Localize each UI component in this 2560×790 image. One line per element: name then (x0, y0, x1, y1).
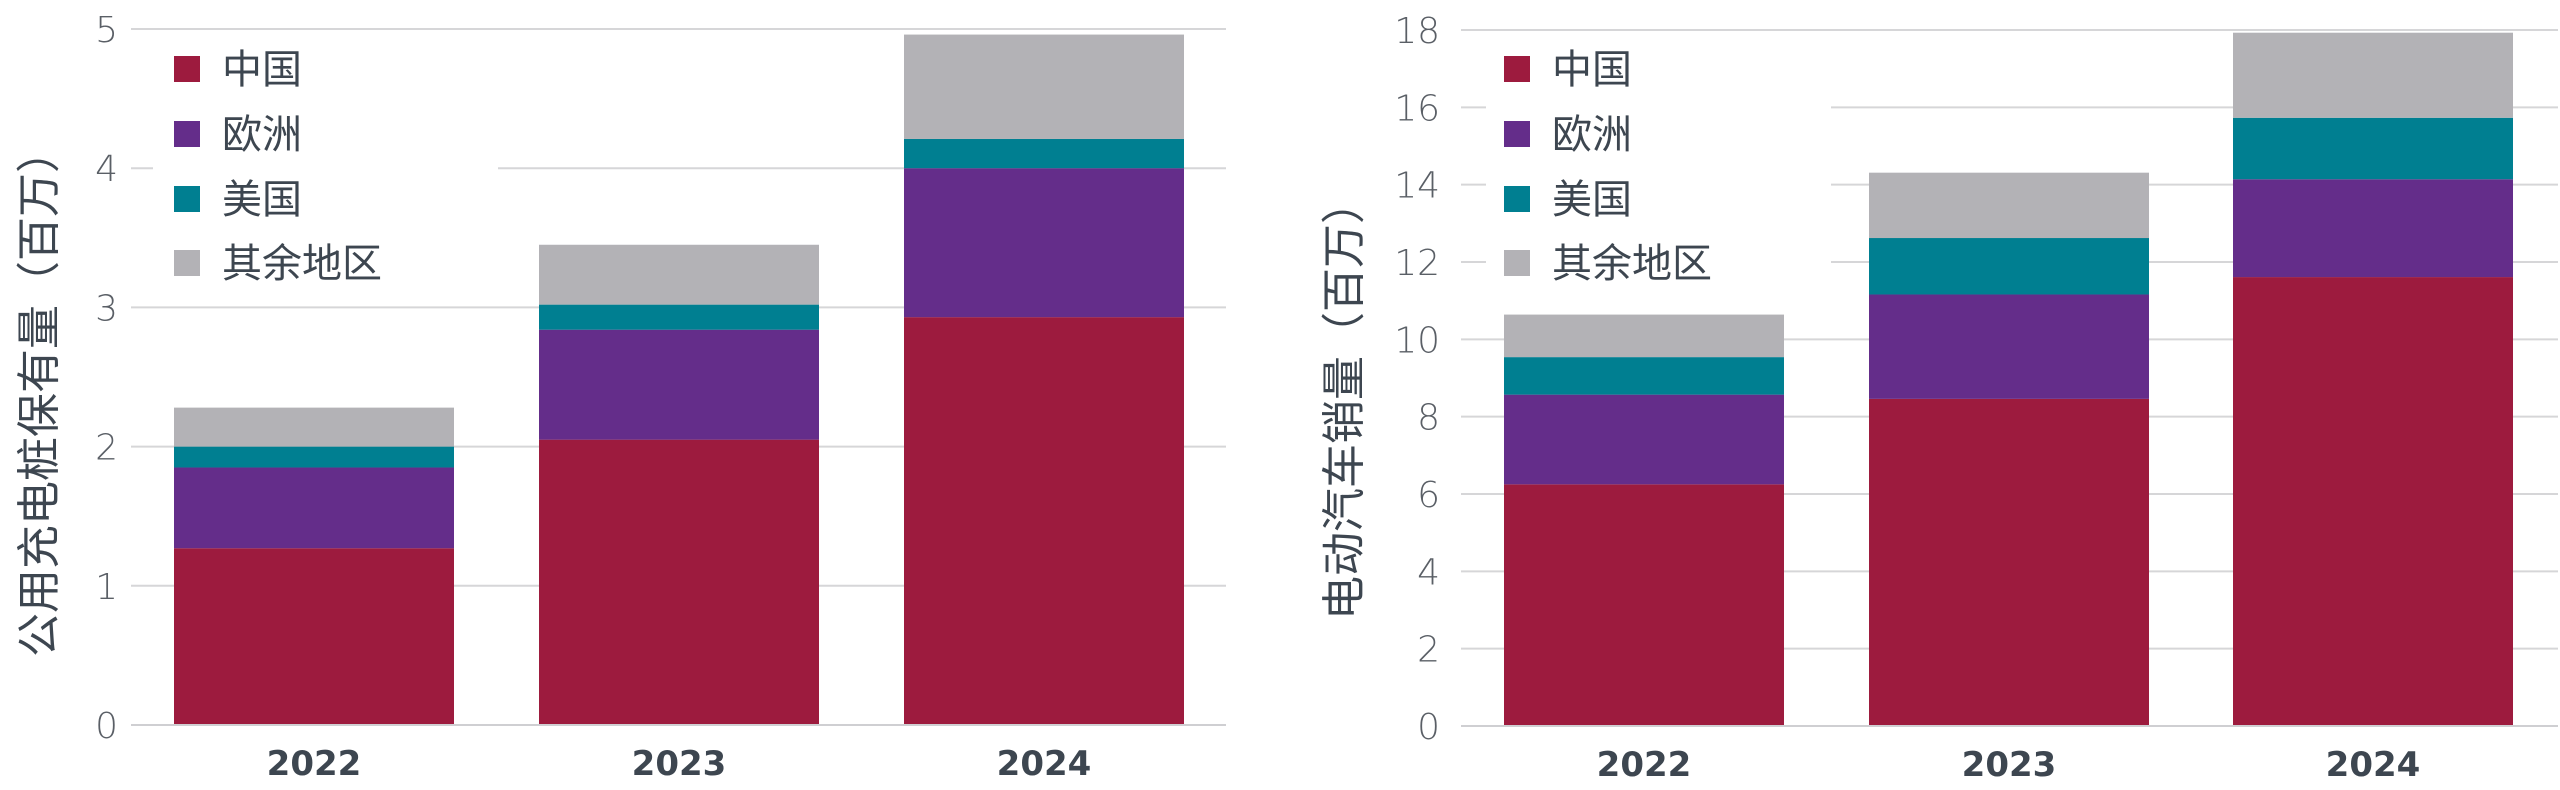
bar-segment-2022 (1504, 484, 1784, 726)
bar-segment-2024 (2233, 179, 2513, 278)
y-tick-label: 2 (1417, 630, 1440, 671)
bar-segment-2023 (539, 244, 819, 305)
y-axis-title: 电动汽车销量（百万） (1319, 180, 1370, 620)
y-tick-label: 0 (1417, 707, 1440, 748)
bar-segment-2024 (2233, 117, 2513, 180)
x-tick-label: 2023 (1962, 745, 2057, 785)
legend-label: 中国 (222, 47, 302, 93)
bar-segment-2024 (2233, 32, 2513, 118)
bar-segment-2024 (904, 168, 1184, 318)
bar-segment-2023 (1869, 398, 2149, 726)
legend-swatch (1504, 186, 1530, 212)
y-tick-label: 4 (1417, 552, 1440, 593)
legend-swatch (174, 121, 200, 147)
y-tick-label: 5 (95, 10, 118, 51)
bar-segment-2023 (539, 304, 819, 330)
bar-segment-2024 (904, 34, 1184, 139)
bar-segment-2023 (539, 439, 819, 725)
y-tick-label: 0 (95, 706, 118, 747)
bar-segment-2022 (1504, 357, 1784, 395)
legend-swatch (1504, 121, 1530, 147)
bar-segment-2022 (174, 548, 454, 725)
y-tick-label: 2 (95, 428, 118, 469)
y-tick-label: 3 (95, 288, 118, 329)
y-tick-label: 10 (1394, 320, 1440, 361)
legend-label: 其余地区 (222, 241, 382, 287)
x-tick-label: 2022 (1597, 745, 1692, 785)
legend-background (153, 40, 498, 290)
legend-label: 美国 (1552, 177, 1632, 223)
x-tick-label: 2024 (2326, 745, 2421, 785)
x-tick-label: 2022 (267, 744, 362, 784)
bar-segment-2024 (904, 138, 1184, 169)
legend-swatch (174, 250, 200, 276)
legend-background (1486, 40, 1831, 290)
x-tick-label: 2024 (997, 744, 1092, 784)
bar-segment-2022 (1504, 314, 1784, 358)
bar-segment-2022 (174, 446, 454, 468)
legend-label: 欧洲 (1552, 112, 1632, 158)
bar-segment-2024 (904, 317, 1184, 725)
bar-segment-2023 (1869, 238, 2149, 295)
legend-label: 中国 (1552, 47, 1632, 93)
y-tick-label: 8 (1417, 398, 1440, 439)
y-tick-label: 1 (95, 567, 118, 608)
bar-segment-2022 (174, 467, 454, 549)
legend-label: 美国 (222, 177, 302, 223)
bar-segment-2023 (539, 329, 819, 440)
bar-segment-2024 (2233, 277, 2513, 726)
y-tick-label: 12 (1394, 243, 1440, 284)
y-tick-label: 18 (1394, 11, 1440, 52)
legend-swatch (1504, 250, 1530, 276)
y-axis-title: 公用充电桩保有量（百万） (14, 129, 65, 657)
legend-swatch (1504, 56, 1530, 82)
bar-segment-2023 (1869, 294, 2149, 399)
legend-swatch (174, 186, 200, 212)
y-tick-label: 4 (95, 149, 118, 190)
legend-label: 其余地区 (1552, 241, 1712, 287)
y-tick-label: 16 (1394, 88, 1440, 129)
y-tick-label: 6 (1417, 475, 1440, 516)
bar-segment-2022 (174, 407, 454, 447)
x-tick-label: 2023 (632, 744, 727, 784)
y-tick-label: 14 (1394, 166, 1440, 207)
legend-label: 欧洲 (222, 112, 302, 158)
legend-swatch (174, 56, 200, 82)
bar-segment-2023 (1869, 172, 2149, 239)
bar-segment-2022 (1504, 394, 1784, 485)
